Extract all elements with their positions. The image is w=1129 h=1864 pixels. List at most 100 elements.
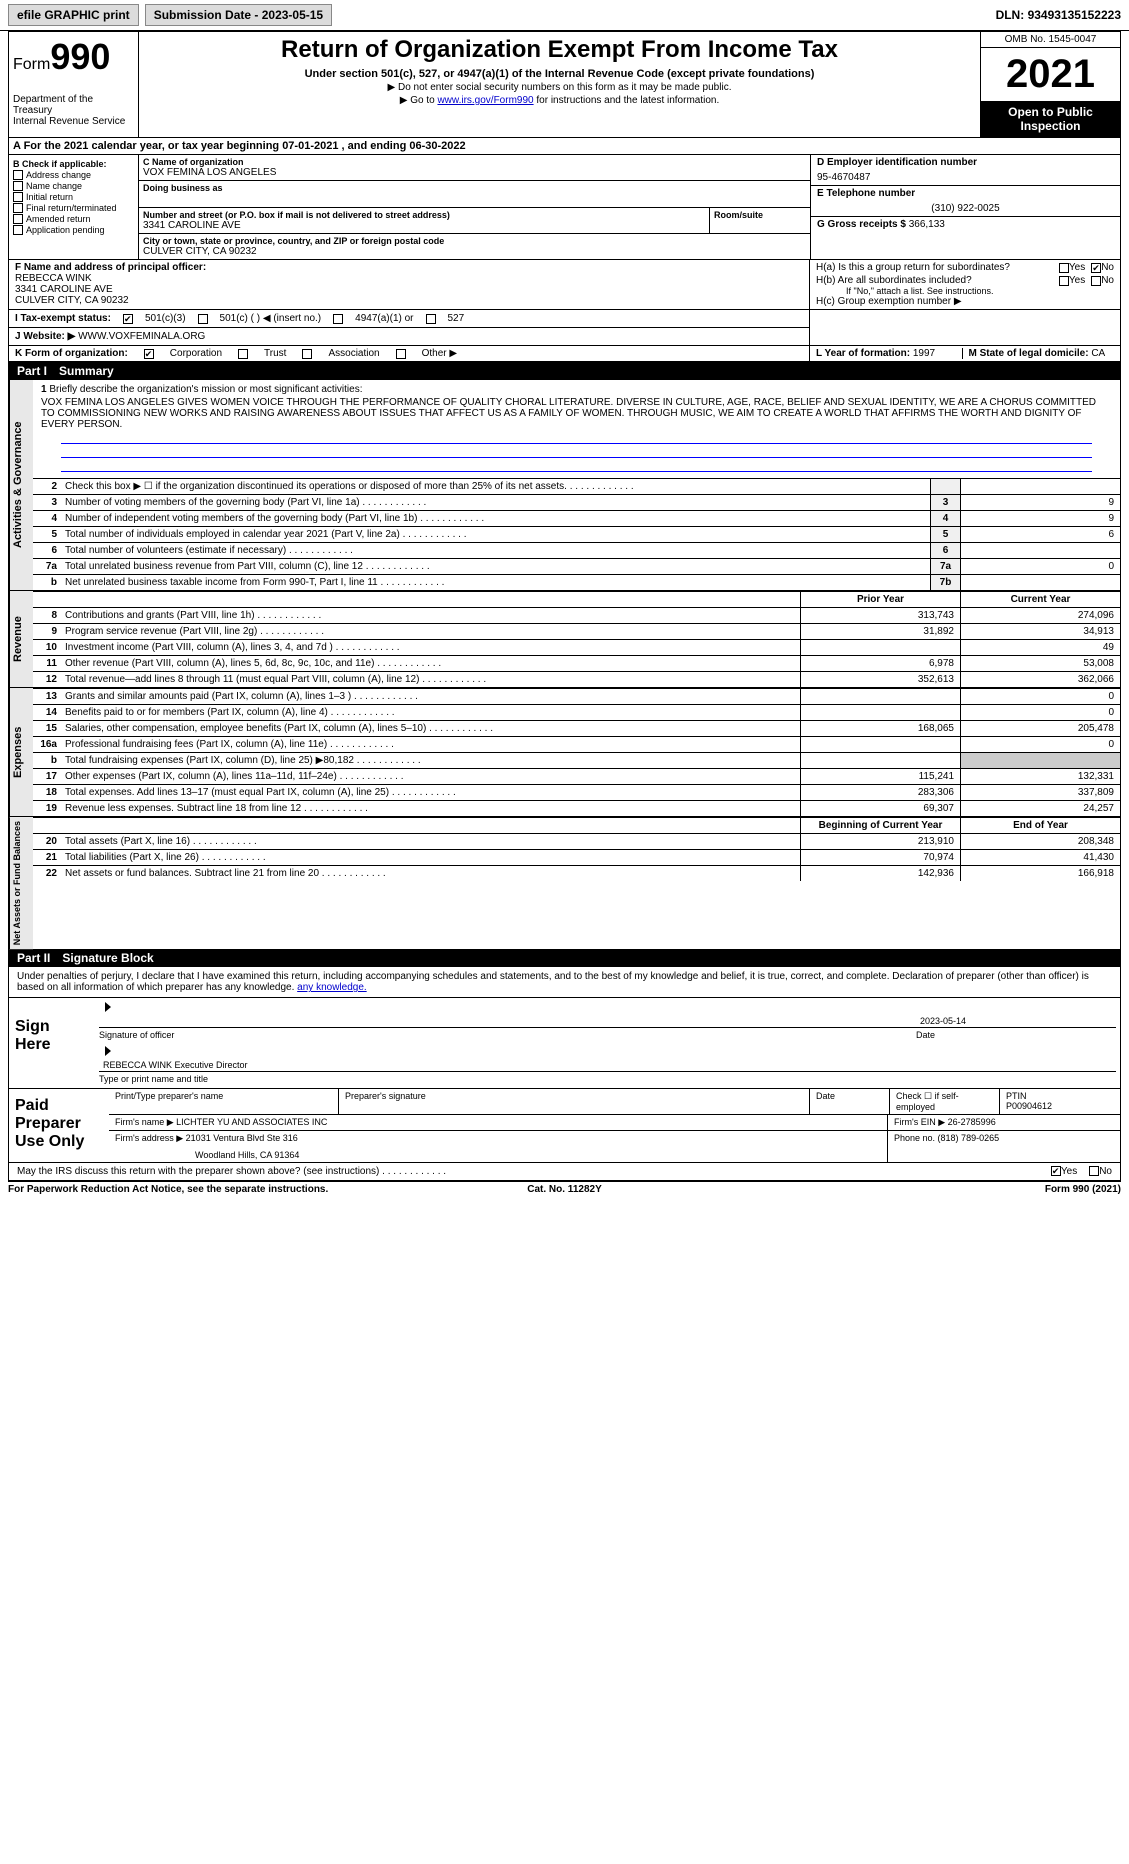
4947-checkbox[interactable]: [333, 314, 343, 324]
revenue-row: 11Other revenue (Part VIII, column (A), …: [33, 655, 1120, 671]
checkbox-item[interactable]: Address change: [13, 170, 134, 180]
hb-yes-checkbox[interactable]: [1059, 276, 1069, 286]
checkbox-icon[interactable]: [13, 170, 23, 180]
firm-phone-label: Phone no.: [894, 1133, 938, 1143]
checkbox-item[interactable]: Initial return: [13, 192, 134, 202]
current-val: 0: [960, 705, 1120, 720]
begin-val: 213,910: [800, 834, 960, 849]
expense-row: 18Total expenses. Add lines 13–17 (must …: [33, 784, 1120, 800]
expenses-section: Expenses 13Grants and similar amounts pa…: [9, 687, 1120, 816]
hb-yes: Yes: [1069, 275, 1085, 286]
row-val: 9: [960, 495, 1120, 510]
firm-ein-label: Firm's EIN ▶: [894, 1117, 945, 1127]
checkbox-item[interactable]: Final return/terminated: [13, 203, 134, 213]
form-prefix: Form: [13, 56, 50, 73]
4947-label: 4947(a)(1) or: [355, 313, 413, 324]
form-title: Return of Organization Exempt From Incom…: [143, 36, 976, 64]
row-desc: Revenue less expenses. Subtract line 18 …: [61, 801, 800, 816]
mission-num: 1: [41, 384, 47, 395]
row-num: 19: [33, 801, 61, 816]
checkbox-icon[interactable]: [13, 225, 23, 235]
omb-number: OMB No. 1545-0047: [981, 32, 1120, 48]
begin-year-header: Beginning of Current Year: [800, 818, 960, 833]
discuss-no-checkbox[interactable]: [1089, 1166, 1099, 1176]
row-desc: Total liabilities (Part X, line 26): [61, 850, 800, 865]
tax-year: 2021: [981, 48, 1120, 101]
submission-label: Submission Date -: [154, 8, 262, 22]
hb-no-checkbox[interactable]: [1091, 276, 1101, 286]
prior-val: [800, 753, 960, 768]
net-row: 22Net assets or fund balances. Subtract …: [33, 865, 1120, 881]
prior-val: [800, 689, 960, 704]
checkbox-item[interactable]: Application pending: [13, 225, 134, 235]
prior-val: 352,613: [800, 672, 960, 687]
row-desc: Total assets (Part X, line 16): [61, 834, 800, 849]
section-h: H(a) Is this a group return for subordin…: [810, 260, 1120, 309]
row-desc: Professional fundraising fees (Part IX, …: [61, 737, 800, 752]
domicile-state: CA: [1091, 348, 1105, 359]
row-desc: Total revenue—add lines 8 through 11 (mu…: [61, 672, 800, 687]
trust-checkbox[interactable]: [238, 349, 248, 359]
sign-here-label: Sign Here: [9, 998, 79, 1088]
527-checkbox[interactable]: [426, 314, 436, 324]
ha-no-checkbox[interactable]: [1091, 263, 1101, 273]
501c-checkbox[interactable]: [198, 314, 208, 324]
row-val: [960, 575, 1120, 590]
row-box: 7b: [930, 575, 960, 590]
checkbox-icon[interactable]: [13, 181, 23, 191]
current-val: 132,331: [960, 769, 1120, 784]
row-val: [960, 479, 1120, 494]
perjury-text: Under penalties of perjury, I declare th…: [9, 967, 1120, 997]
irs-link[interactable]: www.irs.gov/Form990: [437, 95, 533, 106]
row-desc: Grants and similar amounts paid (Part IX…: [61, 689, 800, 704]
discuss-yes-checkbox[interactable]: [1051, 1166, 1061, 1176]
net-row: 20Total assets (Part X, line 16)213,9102…: [33, 833, 1120, 849]
gross-label: G Gross receipts $: [817, 219, 909, 230]
corp-checkbox[interactable]: [144, 349, 154, 359]
row-desc: Program service revenue (Part VIII, line…: [61, 624, 800, 639]
note-ssn: ▶ Do not enter social security numbers o…: [143, 82, 976, 93]
checkbox-item[interactable]: Amended return: [13, 214, 134, 224]
col-b-label: B Check if applicable:: [13, 159, 134, 169]
current-val: 0: [960, 737, 1120, 752]
self-employed-check[interactable]: Check ☐ if self-employed: [890, 1089, 1000, 1114]
checkbox-icon[interactable]: [13, 203, 23, 213]
current-val: 49: [960, 640, 1120, 655]
header-left: Form990 Department of the Treasury Inter…: [9, 32, 139, 137]
officer-group-row: F Name and address of principal officer:…: [9, 260, 1120, 310]
efile-print-button[interactable]: efile GRAPHIC print: [8, 4, 139, 26]
room-label: Room/suite: [714, 210, 806, 220]
row-desc: Contributions and grants (Part VIII, lin…: [61, 608, 800, 623]
assoc-checkbox[interactable]: [302, 349, 312, 359]
row-desc: Salaries, other compensation, employee b…: [61, 721, 800, 736]
checkbox-item[interactable]: Name change: [13, 181, 134, 191]
mission-line: [61, 446, 1092, 458]
formation-year: 1997: [913, 348, 935, 359]
ein-value: 95-4670487: [817, 172, 1114, 183]
ha-yes-checkbox[interactable]: [1059, 263, 1069, 273]
row-num: 8: [33, 608, 61, 623]
discuss-no: No: [1099, 1166, 1112, 1177]
checkbox-icon[interactable]: [13, 214, 23, 224]
officer-name-typed: REBECCA WINK Executive Director: [99, 1048, 1116, 1071]
prior-val: 283,306: [800, 785, 960, 800]
officer-signature-field[interactable]: [99, 1004, 916, 1027]
row-box: 3: [930, 495, 960, 510]
other-checkbox[interactable]: [396, 349, 406, 359]
perjury-body: Under penalties of perjury, I declare th…: [17, 971, 1089, 993]
mission-label: Briefly describe the organization's miss…: [49, 384, 362, 395]
firm-phone: (818) 789-0265: [938, 1133, 1000, 1143]
city-label: City or town, state or province, country…: [143, 236, 806, 246]
prior-val: 313,743: [800, 608, 960, 623]
current-val: 274,096: [960, 608, 1120, 623]
row-num: 2: [33, 479, 61, 494]
checkbox-icon[interactable]: [13, 192, 23, 202]
501c3-checkbox[interactable]: [123, 314, 133, 324]
prior-val: 168,065: [800, 721, 960, 736]
checkbox-label: Final return/terminated: [26, 203, 117, 213]
dba-value: [143, 193, 806, 205]
current-val: [960, 753, 1120, 768]
gov-row: 5Total number of individuals employed in…: [33, 526, 1120, 542]
any-knowledge-link[interactable]: any knowledge.: [297, 982, 367, 993]
ha-no: No: [1101, 262, 1114, 273]
